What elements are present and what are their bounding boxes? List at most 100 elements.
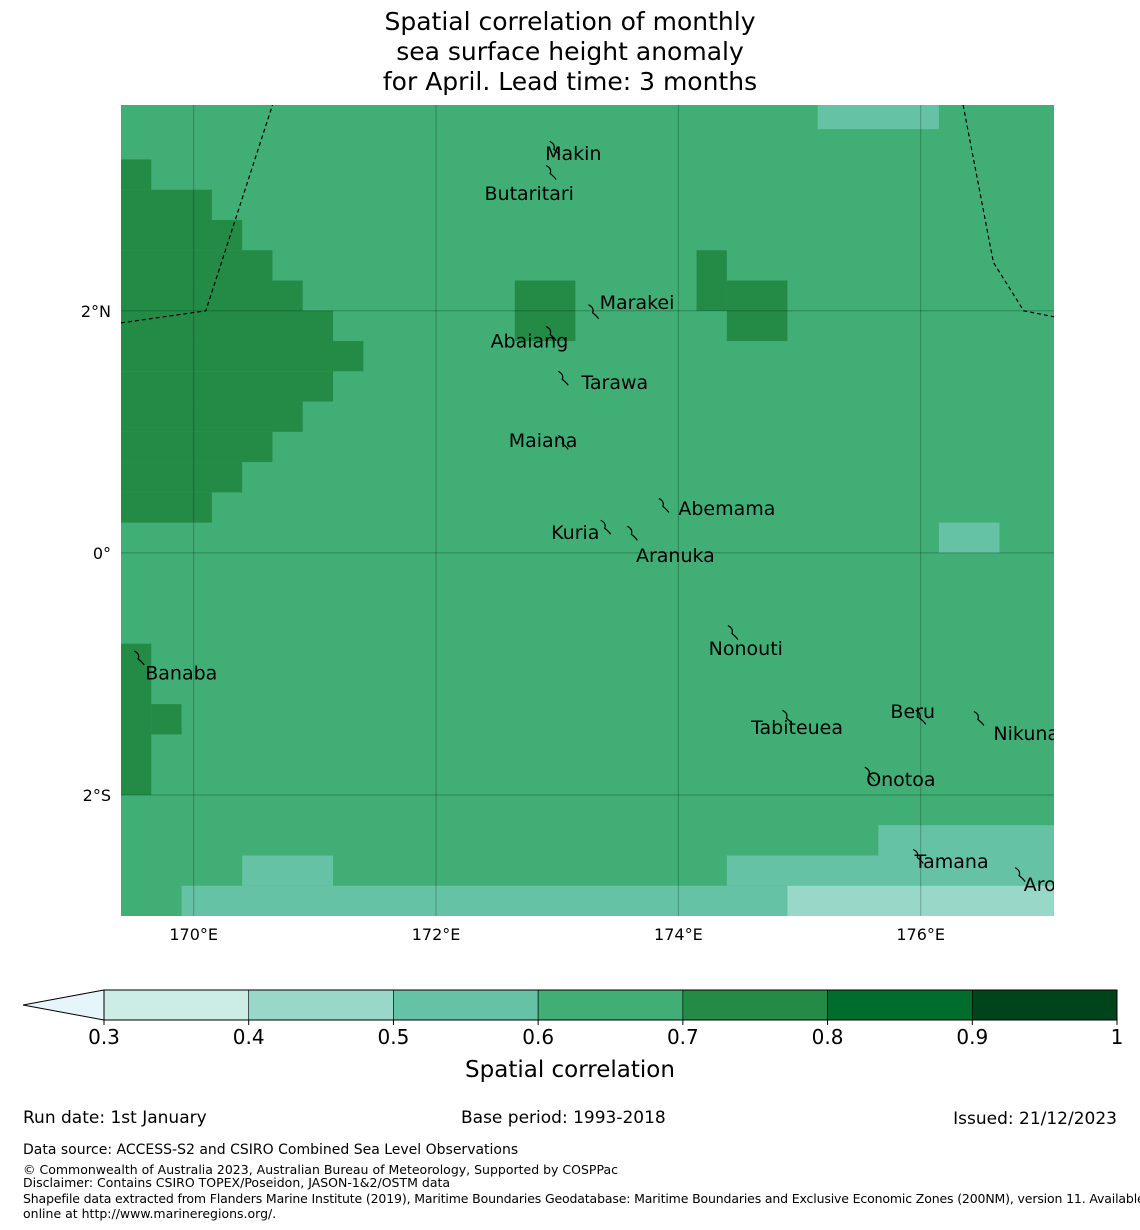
island-outline: [549, 140, 561, 156]
island-label: Tabiteuea: [750, 717, 843, 739]
x-tick-label: 174°E: [654, 925, 703, 944]
data-source: Data source: ACCESS-S2 and CSIRO Combine…: [23, 1142, 519, 1158]
colorbar-frame: [103, 989, 1118, 1021]
island-label: Arorae: [1024, 874, 1087, 896]
correlation-cell: [878, 825, 1054, 856]
island-label: Tamana: [914, 851, 989, 873]
correlation-cell: [696, 250, 727, 311]
colorbar-tick-label: 0.6: [522, 1025, 554, 1049]
colorbar-bin: [827, 989, 973, 1021]
island-outline: [557, 434, 569, 450]
shapefile-credit-line-1: Shapefile data extracted from Flanders M…: [23, 1191, 1140, 1206]
island-label: Makin: [545, 143, 601, 165]
correlation-cell: [121, 159, 152, 190]
correlation-cell: [242, 855, 334, 886]
correlation-map: Makin Butaritari Marakei Abaiang Tarawa Maian…: [81, 105, 1087, 944]
correlation-field-background: [121, 105, 1054, 916]
correlation-cell: [121, 492, 212, 523]
shapefile-credit-line-2: online at http://www.marineregions.org/.: [23, 1206, 277, 1221]
island-label: Butaritari: [485, 183, 574, 205]
colorbar-label: Spatial correlation: [465, 1057, 675, 1083]
x-tick-label: 172°E: [412, 925, 461, 944]
island-label: Nonouti: [709, 638, 783, 660]
eez-boundary: [962, 105, 1054, 318]
island-label: Abaiang: [491, 331, 569, 353]
correlation-cell: [121, 462, 243, 493]
island-label: Tarawa: [580, 372, 648, 394]
disclaimer: Disclaimer: Contains CSIRO TOPEX/Poseido…: [23, 1175, 451, 1190]
y-tick-label: 0°: [93, 544, 111, 563]
eez-boundary: [121, 105, 274, 324]
correlation-cell: [121, 371, 334, 402]
colorbar-tick-label: 0.3: [88, 1025, 120, 1049]
correlation-cell: [938, 522, 1000, 553]
colorbar-tick-label: 0.9: [956, 1025, 988, 1049]
correlation-cell: [787, 885, 1054, 916]
colorbar-bin: [103, 989, 250, 1021]
correlation-cell: [181, 885, 788, 916]
colorbar-bin: [393, 989, 539, 1021]
y-tick-label: 2°S: [83, 786, 111, 805]
x-tick-label: 170°E: [169, 925, 218, 944]
island-label: Marakei: [600, 292, 675, 314]
title-line-3: for April. Lead time: 3 months: [382, 67, 758, 96]
island-outline: [915, 709, 927, 725]
correlation-cell: [121, 189, 212, 220]
colorbar-bin: [248, 989, 394, 1021]
issued-date: Issued: 21/12/2023: [953, 1109, 1117, 1129]
colorbar-tick-label: 1: [1111, 1025, 1124, 1049]
colorbar-tick-label: 0.5: [378, 1025, 410, 1049]
correlation-cell: [726, 855, 1054, 886]
colorbar: 0.3 0.4 0.5 0.6 0.7 0.8 0.9 1 Spatial correlatio…: [22, 989, 1124, 1083]
island-label: Abemama: [678, 498, 775, 520]
title-line-2: sea surface height anomaly: [396, 37, 744, 66]
correlation-cell: [121, 341, 364, 372]
island-outline: [727, 625, 739, 640]
run-date: Run date: 1st January: [23, 1108, 207, 1128]
correlation-cell: [514, 280, 576, 342]
island-label: Beru: [890, 701, 935, 723]
island-label: Nikunau: [993, 723, 1071, 745]
correlation-cell: [151, 704, 182, 735]
island-outline: [133, 650, 145, 666]
island-outline: [973, 710, 985, 726]
correlation-cell: [121, 431, 273, 463]
correlation-cell: [121, 310, 334, 342]
correlation-cell: [121, 250, 273, 281]
island-outline: [588, 304, 600, 320]
island-outline: [545, 326, 557, 341]
title-line-1: Spatial correlation of monthly: [384, 7, 756, 36]
colorbar-bin: [682, 989, 828, 1021]
base-period: Base period: 1993-2018: [461, 1108, 666, 1128]
colorbar-tick-label: 0.7: [667, 1025, 699, 1049]
chart-title: Spatial correlation of monthly sea surfa…: [0, 7, 1140, 97]
correlation-cell: [121, 401, 303, 432]
colorbar-tick-label: 0.4: [233, 1025, 265, 1049]
island-outline: [658, 497, 670, 513]
island-outline: [864, 766, 876, 782]
colorbar-bin: [537, 989, 684, 1021]
island-outline: [545, 165, 557, 180]
island-label: Onotoa: [866, 769, 935, 791]
copyright-notice: © Commonwealth of Australia 2023, Austra…: [23, 1162, 618, 1177]
island-label: Banaba: [145, 662, 217, 684]
y-tick-label: 2°N: [81, 302, 111, 321]
correlation-cell: [121, 643, 152, 795]
island-label: Maiana: [509, 430, 578, 452]
correlation-cell: [121, 280, 303, 311]
island-outline: [627, 525, 638, 541]
colorbar-under-arrow: [22, 989, 105, 1021]
colorbar-bin: [971, 989, 1118, 1021]
map-plot-area: Makin Butaritari Marakei Abaiang Tarawa Maian…: [121, 105, 1087, 916]
island-outline: [1014, 867, 1026, 882]
island-label: Aranuka: [636, 545, 715, 567]
island-outline: [600, 519, 612, 535]
x-tick-label: 176°E: [896, 925, 945, 944]
island-outline: [557, 370, 569, 386]
correlation-cell: [121, 219, 243, 251]
island-outline: [913, 848, 924, 864]
correlation-cell: [817, 105, 939, 130]
island-label: Kuria: [551, 522, 599, 544]
correlation-cell: [726, 280, 788, 342]
island-outline: [782, 709, 793, 725]
